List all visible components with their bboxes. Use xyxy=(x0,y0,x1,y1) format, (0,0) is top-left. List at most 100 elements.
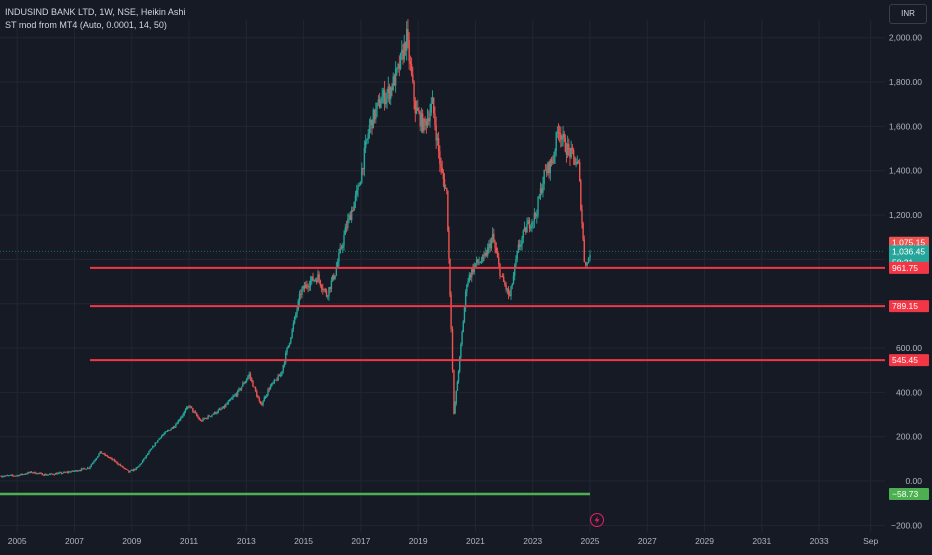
candle-body xyxy=(121,465,123,467)
candle-body xyxy=(209,416,212,418)
candle-body xyxy=(407,29,409,40)
candle-body xyxy=(45,474,47,476)
candle-body xyxy=(136,467,139,469)
candle-body xyxy=(122,465,124,468)
candle-body xyxy=(541,188,543,193)
candles xyxy=(0,19,591,478)
candle-body xyxy=(104,453,106,456)
candle-body xyxy=(96,456,99,459)
candle-body xyxy=(203,418,206,420)
candle-body xyxy=(23,474,26,475)
candle-body xyxy=(392,76,394,90)
candle-body xyxy=(55,473,58,475)
candle-body xyxy=(370,119,372,125)
level-badge-text: 961.75 xyxy=(892,263,918,273)
candle-body xyxy=(456,381,459,391)
candle-body xyxy=(376,102,378,109)
candle-body xyxy=(547,162,549,173)
candle-body xyxy=(319,280,322,286)
candle-body xyxy=(349,215,352,221)
candle-body xyxy=(293,316,296,324)
candle-body xyxy=(394,69,397,86)
candle-body xyxy=(585,261,587,266)
candle-body xyxy=(328,287,330,296)
candle-body xyxy=(366,138,368,142)
candle-body xyxy=(53,474,55,476)
candle-body xyxy=(135,467,137,470)
price-axis: −200.00 0.00 200.00 400.00 600.00 1,200.00 1,4… xyxy=(889,33,922,531)
candle-body xyxy=(387,86,389,94)
candle-body xyxy=(118,464,121,466)
candle-body xyxy=(237,390,239,396)
time-tick-label: 2021 xyxy=(466,536,485,546)
candle-body xyxy=(378,99,381,108)
candle-body xyxy=(158,438,160,441)
candle-body xyxy=(282,365,284,372)
candle-body xyxy=(450,295,452,329)
symbol-title[interactable]: INDUSIND BANK LTD, 1W, NSE, Heikin Ashi xyxy=(5,7,186,17)
candle-body xyxy=(350,210,353,221)
time-axis: 2005 2007 2009 2011 2013 2015 2017 2019 2021 2023… xyxy=(8,536,879,546)
candle-body xyxy=(249,374,252,379)
candle-body xyxy=(11,474,13,476)
candle-body xyxy=(291,329,293,338)
candle-body xyxy=(7,475,10,477)
candle-body xyxy=(525,227,527,233)
lightning-bolt-icon[interactable] xyxy=(590,513,604,527)
candle-body xyxy=(83,468,85,470)
indicator-title[interactable]: ST mod from MT4 (Auto, 0.0001, 14, 50) xyxy=(5,20,167,30)
candle-body xyxy=(123,467,125,469)
candle-body xyxy=(67,471,70,473)
currency-button[interactable]: INR xyxy=(889,4,927,24)
candle-body xyxy=(409,61,412,64)
candle-body xyxy=(245,379,248,382)
candle-body xyxy=(85,468,88,470)
candle-body xyxy=(211,414,213,417)
candle-body xyxy=(419,112,421,127)
candle-body xyxy=(170,428,172,431)
candle-body xyxy=(415,107,418,114)
candle-body xyxy=(52,474,54,475)
price-tick-label: 1,600.00 xyxy=(889,121,922,131)
candle-body xyxy=(181,416,183,419)
candle-body xyxy=(54,473,57,475)
candle-body xyxy=(589,254,591,259)
candle-body xyxy=(34,471,36,474)
candle-body xyxy=(453,369,455,414)
price-tick-label: 400.00 xyxy=(896,387,922,397)
candle-body xyxy=(439,151,441,164)
candle-body xyxy=(212,414,214,415)
candle-body xyxy=(512,275,515,285)
candle-body xyxy=(238,388,240,391)
candle-body xyxy=(527,220,529,224)
candle-body xyxy=(182,414,184,417)
candle-body xyxy=(536,214,538,217)
candle-body xyxy=(538,196,540,198)
candle-body xyxy=(477,259,479,263)
candle-body xyxy=(33,471,35,473)
candle-body xyxy=(254,387,257,392)
candle-body xyxy=(464,291,467,308)
candle-body xyxy=(344,227,346,235)
candle-body xyxy=(565,151,568,156)
candle-body xyxy=(501,276,504,278)
candle-body xyxy=(94,459,96,462)
candle-body xyxy=(404,42,407,51)
candle-body xyxy=(571,147,574,150)
candle-body xyxy=(354,195,357,203)
candle-body xyxy=(290,337,292,343)
candle-body xyxy=(169,430,171,431)
candle-body xyxy=(283,362,286,366)
candle-body xyxy=(68,471,71,473)
candle-body xyxy=(222,406,225,409)
candle-body xyxy=(244,381,247,384)
candle-body xyxy=(342,245,344,249)
candle-body xyxy=(529,227,532,229)
candle-body xyxy=(266,394,268,398)
candle-body xyxy=(131,470,134,471)
candle-body xyxy=(80,468,83,471)
candle-body xyxy=(146,453,149,456)
candle-body xyxy=(495,247,498,253)
